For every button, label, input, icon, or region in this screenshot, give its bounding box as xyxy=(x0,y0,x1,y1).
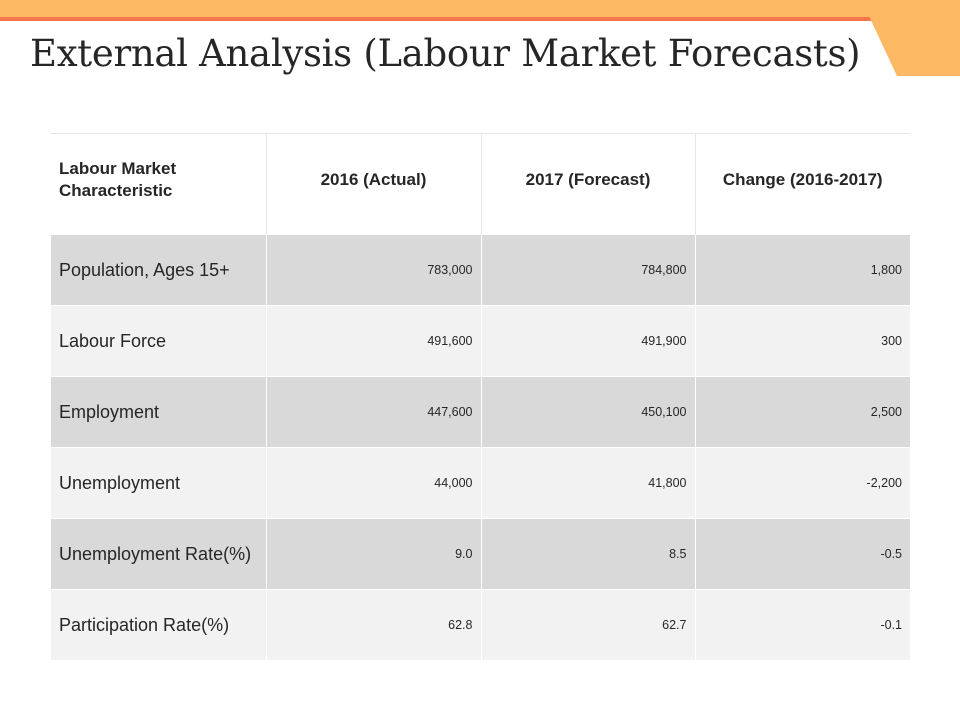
table-row: Participation Rate(%) 62.8 62.7 -0.1 xyxy=(51,589,910,661)
row-label: Labour Force xyxy=(51,305,267,377)
value-change: 1,800 xyxy=(695,235,910,306)
labour-market-table: Labour Market Characteristic 2016 (Actua… xyxy=(51,133,910,661)
header-2017-forecast: 2017 (Forecast) xyxy=(481,133,696,226)
value-2017: 491,900 xyxy=(481,305,696,377)
header-change: Change (2016-2017) xyxy=(695,133,910,226)
table-header-row: Labour Market Characteristic 2016 (Actua… xyxy=(51,133,910,226)
row-label: Participation Rate(%) xyxy=(51,589,267,661)
row-label: Employment xyxy=(51,376,267,448)
table-row: Unemployment Rate(%) 9.0 8.5 -0.5 xyxy=(51,518,910,590)
value-2016: 44,000 xyxy=(266,447,482,519)
value-change: 2,500 xyxy=(695,376,910,448)
value-2017: 8.5 xyxy=(481,518,696,590)
table-row: Unemployment 44,000 41,800 -2,200 xyxy=(51,447,910,519)
slide-title: External Analysis (Labour Market Forecas… xyxy=(30,32,861,75)
top-decorative-band xyxy=(0,0,960,18)
row-label: Unemployment Rate(%) xyxy=(51,518,267,590)
header-characteristic: Labour Market Characteristic xyxy=(51,133,267,226)
value-2017: 62.7 xyxy=(481,589,696,661)
row-label: Unemployment xyxy=(51,447,267,519)
header-gap xyxy=(51,226,910,235)
value-change: -2,200 xyxy=(695,447,910,519)
value-change: -0.1 xyxy=(695,589,910,661)
value-2016: 447,600 xyxy=(266,376,482,448)
value-change: 300 xyxy=(695,305,910,377)
value-2016: 9.0 xyxy=(266,518,482,590)
table-row: Population, Ages 15+ 783,000 784,800 1,8… xyxy=(51,235,910,306)
value-2017: 450,100 xyxy=(481,376,696,448)
value-2017: 784,800 xyxy=(481,235,696,306)
value-2016: 491,600 xyxy=(266,305,482,377)
value-2017: 41,800 xyxy=(481,447,696,519)
table-row: Employment 447,600 450,100 2,500 xyxy=(51,376,910,448)
table-row: Labour Force 491,600 491,900 300 xyxy=(51,305,910,377)
top-accent-line xyxy=(0,17,874,21)
value-2016: 783,000 xyxy=(266,235,482,306)
value-2016: 62.8 xyxy=(266,589,482,661)
header-2016-actual: 2016 (Actual) xyxy=(266,133,482,226)
corner-decorative-shape xyxy=(870,0,960,76)
row-label: Population, Ages 15+ xyxy=(51,235,267,306)
value-change: -0.5 xyxy=(695,518,910,590)
